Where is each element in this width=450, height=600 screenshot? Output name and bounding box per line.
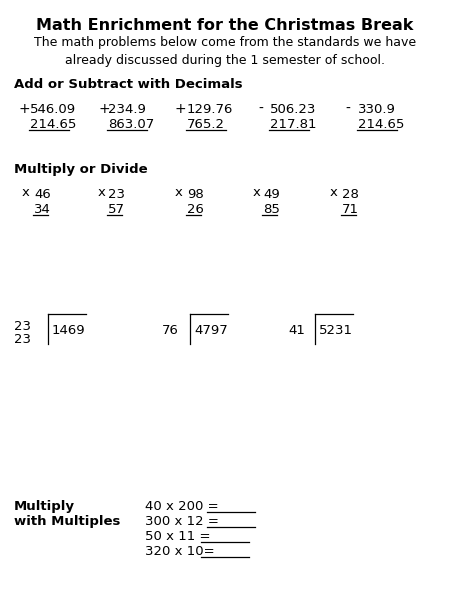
Text: 863.07: 863.07	[108, 118, 154, 131]
Text: 41: 41	[288, 323, 305, 337]
Text: x: x	[175, 187, 183, 199]
Text: x: x	[330, 187, 338, 199]
Text: 49: 49	[263, 188, 280, 201]
Text: 5231: 5231	[319, 323, 353, 337]
Text: 320 x 10=: 320 x 10=	[145, 545, 215, 558]
Text: Multiply or Divide: Multiply or Divide	[14, 163, 148, 176]
Text: 1469: 1469	[52, 323, 86, 337]
Text: x: x	[98, 187, 106, 199]
Text: 4797: 4797	[194, 323, 228, 337]
Text: 217.81: 217.81	[270, 118, 316, 131]
Text: The math problems below come from the standards we have
already discussed during: The math problems below come from the st…	[34, 36, 416, 67]
Text: 765.2: 765.2	[187, 118, 225, 131]
Text: Multiply: Multiply	[14, 500, 75, 513]
Text: 234.9: 234.9	[108, 103, 146, 116]
Text: 76: 76	[162, 323, 179, 337]
Text: 71: 71	[342, 203, 359, 216]
Text: 57: 57	[108, 203, 125, 216]
Text: +: +	[98, 102, 110, 116]
Text: -: -	[258, 102, 263, 116]
Text: 300 x 12 =: 300 x 12 =	[145, 515, 219, 528]
Text: 129.76: 129.76	[187, 103, 234, 116]
Text: 50 x 11 =: 50 x 11 =	[145, 530, 211, 543]
Text: x: x	[22, 187, 30, 199]
Text: 28: 28	[342, 188, 359, 201]
Text: 46: 46	[34, 188, 51, 201]
Text: +: +	[175, 102, 187, 116]
Text: 23: 23	[14, 333, 31, 346]
Text: 506.23: 506.23	[270, 103, 316, 116]
Text: 34: 34	[34, 203, 51, 216]
Text: 330.9: 330.9	[358, 103, 396, 116]
Text: Add or Subtract with Decimals: Add or Subtract with Decimals	[14, 78, 243, 91]
Text: 23: 23	[14, 320, 31, 333]
Text: -: -	[345, 102, 350, 116]
Text: with Multiples: with Multiples	[14, 515, 121, 528]
Text: 546.09: 546.09	[30, 103, 76, 116]
Text: Math Enrichment for the Christmas Break: Math Enrichment for the Christmas Break	[36, 18, 414, 33]
Text: 23: 23	[108, 188, 125, 201]
Text: 214.65: 214.65	[358, 118, 405, 131]
Text: 98: 98	[187, 188, 204, 201]
Text: +: +	[18, 102, 30, 116]
Text: 85: 85	[263, 203, 280, 216]
Text: 26: 26	[187, 203, 204, 216]
Text: x: x	[253, 187, 261, 199]
Text: 214.65: 214.65	[30, 118, 76, 131]
Text: 40 x 200 =: 40 x 200 =	[145, 500, 219, 513]
